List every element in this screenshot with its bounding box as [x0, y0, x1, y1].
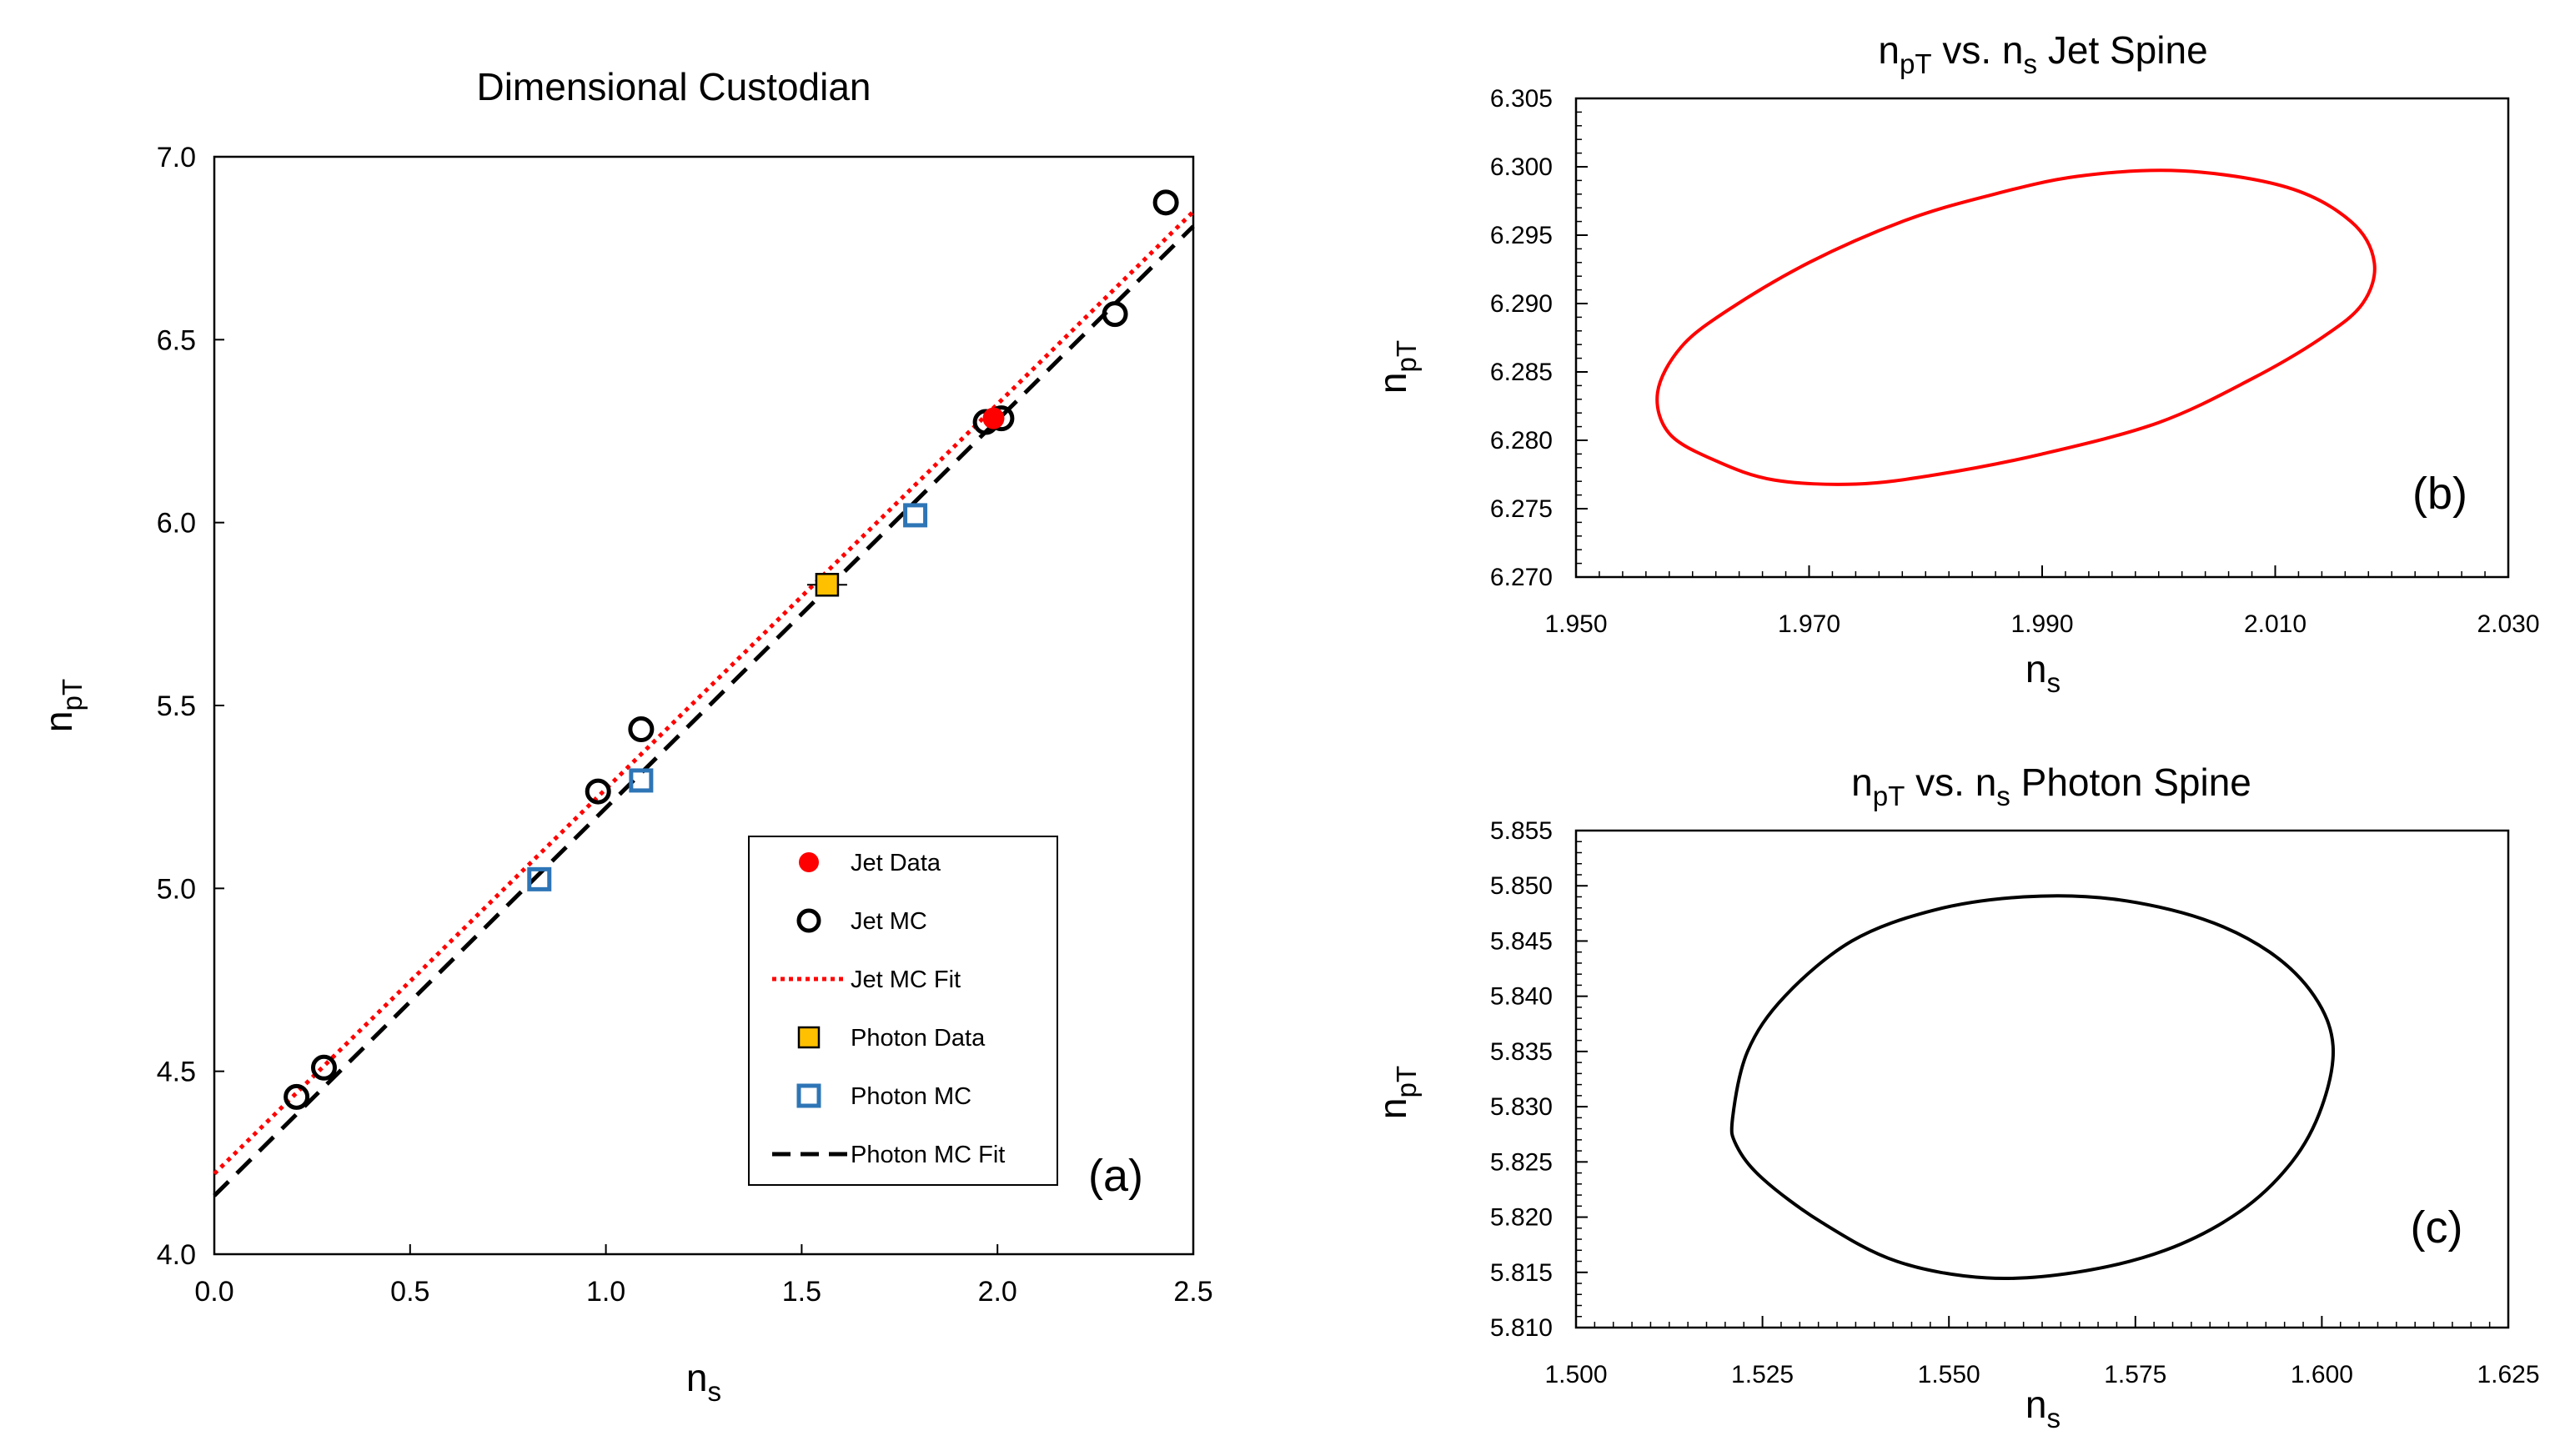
chart-c-x-tick-label: 1.550	[1918, 1361, 1980, 1388]
chart-b-contour	[1655, 168, 2377, 486]
chart-b-x-tick-label: 1.970	[1778, 610, 1840, 638]
panel-a-tag: (a)	[1088, 1151, 1143, 1201]
chart-a-point-photon-mc	[903, 503, 928, 528]
chart-b-title: npT vs. ns Jet Spine	[1878, 28, 2207, 80]
chart-c-y-tick-label: 5.830	[1490, 1093, 1553, 1121]
chart-b-x-axis-label: ns	[2025, 647, 2061, 699]
legend-photon-mc-fit-label: Photon MC Fit	[851, 1142, 1005, 1168]
chart-c-x-tick-label: 1.625	[2477, 1361, 2539, 1388]
chart-c-x-tick-label: 1.575	[2104, 1361, 2166, 1388]
chart-a-y-tick-label: 7.0	[157, 142, 196, 173]
chart-c-y-tick-label: 5.815	[1490, 1259, 1553, 1287]
chart-b-x-tick-label: 1.950	[1544, 610, 1607, 638]
chart-c-x-tick-label: 1.600	[2291, 1361, 2353, 1388]
legend-jet-mc-marker	[796, 908, 821, 933]
chart-a-y-tick-label: 5.5	[157, 690, 196, 722]
panel-a-chart: Dimensional Custodian 0.0 0.5 1.0 1.5 2.0 2.5…	[37, 65, 1213, 1408]
legend-photon-mc-marker	[796, 1083, 821, 1108]
chart-b-x-tick-label: 2.010	[2244, 610, 2306, 638]
chart-a-point-photon-mc	[629, 768, 654, 793]
chart-a-x-tick-label: 1.0	[586, 1276, 625, 1308]
chart-a-x-tick-label: 0.5	[390, 1276, 429, 1308]
chart-a-x-axis-label: ns	[686, 1356, 721, 1408]
chart-c-x-tick-label: 1.500	[1544, 1361, 1607, 1388]
legend-jet-mc-label: Jet MC	[851, 908, 927, 935]
legend-photon-data-label: Photon Data	[851, 1025, 986, 1052]
chart-c-y-tick-label: 5.855	[1490, 817, 1553, 845]
chart-a-point-jet-data	[982, 407, 1005, 429]
chart-c-y-axis-label: npT	[1371, 1066, 1423, 1119]
chart-a-y-tick-label: 6.0	[157, 508, 196, 540]
chart-c-y-tick-label: 5.835	[1490, 1038, 1553, 1066]
chart-b-y-axis-label: npT	[1371, 340, 1423, 394]
chart-c-y-tick-label: 5.810	[1490, 1314, 1553, 1342]
chart-a-x-tick-label: 1.5	[782, 1276, 821, 1308]
legend-photon-data-marker	[797, 1026, 821, 1049]
chart-a-x-tick-label: 0.0	[194, 1276, 233, 1308]
legend-jet-data-marker	[799, 852, 819, 872]
chart-a-point-jet-mc	[1152, 189, 1179, 216]
chart-c-x-axis-label: ns	[2025, 1383, 2061, 1434]
chart-a-point-photon-data	[815, 572, 840, 597]
chart-a-point-photon-mc	[527, 866, 552, 891]
chart-b-y-tick-label: 6.285	[1490, 359, 1553, 386]
panel-c-chart: npT vs. ns Photon Spine 1.500 1.525 1.550 1…	[1371, 761, 2540, 1434]
chart-c-contour	[1729, 894, 2336, 1281]
chart-a-x-tick-label: 2.0	[978, 1276, 1017, 1308]
chart-a-title: Dimensional Custodian	[476, 65, 871, 108]
chart-a-legend: Jet Data Jet MC Jet MC Fit Photon Data P…	[748, 836, 1058, 1186]
chart-b-x-tick-label: 2.030	[2477, 610, 2539, 638]
chart-c-y-tick-label: 5.840	[1490, 983, 1553, 1011]
chart-b-y-tick-label: 6.300	[1490, 153, 1553, 181]
legend-jet-data-label: Jet Data	[851, 850, 941, 876]
chart-c-title: npT vs. ns Photon Spine	[1851, 761, 2251, 812]
chart-a-point-jet-mc	[284, 1083, 310, 1110]
panel-b-tag: (b)	[2412, 469, 2467, 519]
chart-a-y-tick-label: 5.0	[157, 873, 196, 905]
chart-c-y-tick-label: 5.850	[1490, 872, 1553, 900]
chart-b-y-tick-label: 6.280	[1490, 427, 1553, 454]
chart-a-x-tick-label: 2.5	[1173, 1276, 1212, 1308]
chart-a-y-axis-label: npT	[37, 679, 88, 732]
chart-a-point-jet-mc	[628, 716, 655, 743]
chart-a-point-jet-mc	[585, 778, 611, 805]
chart-b-y-tick-label: 6.305	[1490, 85, 1553, 113]
chart-a-y-tick-label: 4.0	[157, 1239, 196, 1271]
chart-b-x-tick-label: 1.990	[2010, 610, 2073, 638]
chart-b-y-tick-label: 6.275	[1490, 495, 1553, 523]
chart-c-y-tick-label: 5.845	[1490, 927, 1553, 955]
chart-b-y-tick-label: 6.295	[1490, 222, 1553, 249]
chart-c-y-tick-label: 5.825	[1490, 1148, 1553, 1176]
chart-a-y-tick-label: 6.5	[157, 324, 196, 356]
chart-b-y-tick-label: 6.290	[1490, 290, 1553, 318]
legend-jet-mc-fit-label: Jet MC Fit	[851, 966, 961, 993]
chart-a-y-tick-label: 4.5	[157, 1057, 196, 1088]
chart-a-series-photon-mc-fit	[213, 224, 1195, 1197]
chart-b-y-tick-label: 6.270	[1490, 564, 1553, 591]
chart-c-y-tick-label: 5.820	[1490, 1204, 1553, 1232]
panel-c-tag: (c)	[2411, 1202, 2463, 1253]
legend-photon-mc-label: Photon MC	[851, 1083, 971, 1110]
chart-a-point-jet-mc	[1102, 301, 1128, 328]
panel-b-chart: npT vs. ns Jet Spine 1.950 1.970 1.990 2.01…	[1371, 28, 2540, 699]
chart-c-x-tick-label: 1.525	[1731, 1361, 1794, 1388]
chart-a-point-jet-mc	[310, 1054, 337, 1081]
